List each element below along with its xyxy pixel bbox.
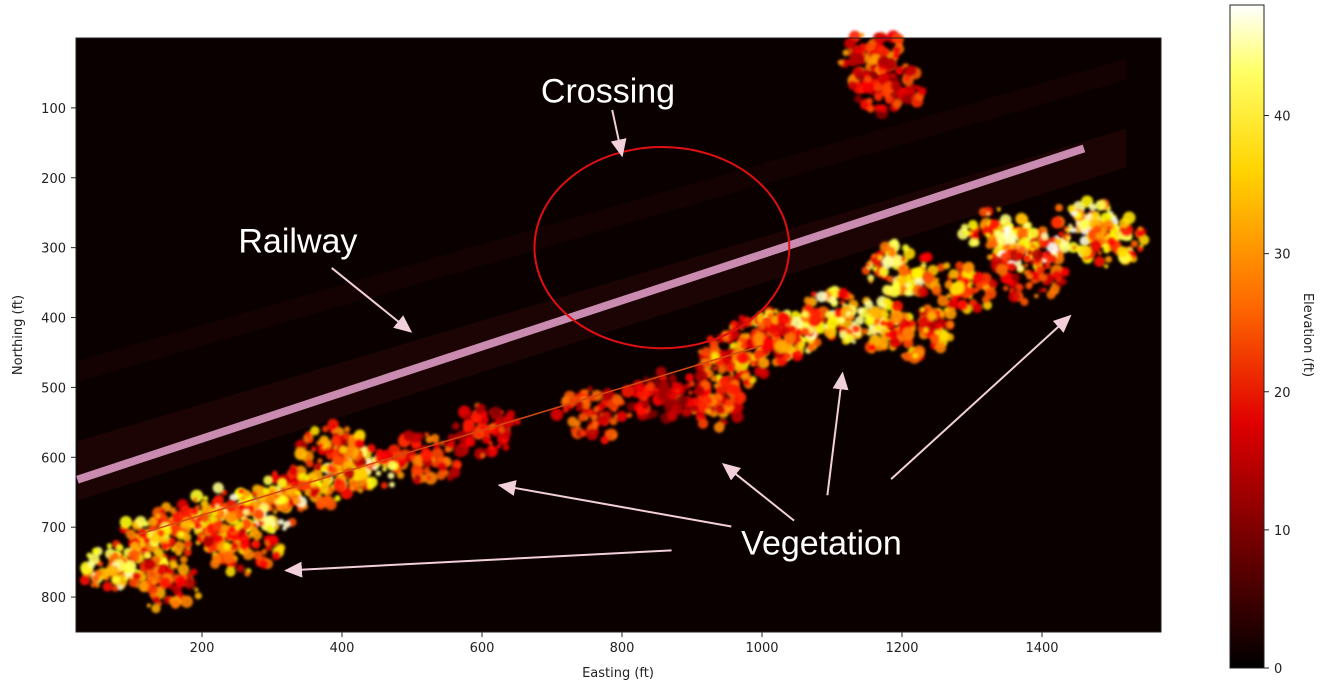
colorbar-label: Elevation (ft) <box>1300 293 1315 377</box>
vegetation-cluster <box>202 518 286 577</box>
colorbar-tick-label: 30 <box>1274 248 1291 263</box>
annotation-arrow <box>890 314 1072 480</box>
colorbar: 0 10 20 30 40 Elevation (ft) <box>1229 4 1315 677</box>
y-tick-label: 800 <box>41 591 66 606</box>
overlay-layer: Crossing Railway Vegetation <box>76 72 1086 578</box>
vegetation-cluster <box>848 56 927 120</box>
x-tick-label: 1200 <box>885 641 918 656</box>
x-axis: 200 400 600 800 1000 1200 1400 <box>190 632 1059 656</box>
annotation-arrow <box>721 463 795 522</box>
y-tick-label: 600 <box>41 451 66 466</box>
colorbar-tick-label: 0 <box>1274 662 1282 677</box>
annotation-label: Railway <box>238 223 357 261</box>
vegetation-cluster <box>917 261 997 320</box>
crossing-circle <box>533 146 791 350</box>
annotation-arrow <box>497 480 732 528</box>
y-tick-label: 400 <box>41 312 66 327</box>
vegetation-cluster <box>721 311 798 369</box>
annotation-arrow <box>826 371 849 496</box>
vegetation-cluster <box>1075 211 1150 269</box>
railway-line <box>76 144 1086 484</box>
annotation-label: Crossing <box>541 72 675 110</box>
annotation-label: Vegetation <box>741 525 902 563</box>
x-tick-label: 800 <box>610 641 635 656</box>
vegetation-cluster <box>988 245 1070 306</box>
annotation-arrow <box>610 109 627 158</box>
vegetation-cluster <box>878 304 955 364</box>
x-tick-label: 200 <box>190 641 215 656</box>
vegetation-cluster <box>388 430 466 485</box>
vegetation-cluster <box>112 515 184 573</box>
vegetation-cluster <box>294 418 366 479</box>
x-tick-label: 400 <box>330 641 355 656</box>
annotation-arrow <box>331 267 413 333</box>
plot-frame <box>75 37 1162 633</box>
y-axis-label: Northing (ft) <box>11 295 26 375</box>
vegetation-cluster <box>79 541 154 592</box>
colorbar-tick-label: 20 <box>1274 386 1291 401</box>
y-tick-label: 300 <box>41 242 66 257</box>
fence-line <box>138 344 763 535</box>
y-tick-label: 500 <box>41 381 66 396</box>
background-strip <box>77 58 1126 382</box>
colorbar-tick-label: 40 <box>1274 110 1291 125</box>
colorbar-ticks: 0 10 20 30 40 <box>1264 110 1291 677</box>
annotation-arrow <box>284 549 672 578</box>
vegetation-cluster <box>550 385 633 445</box>
y-tick-label: 700 <box>41 521 66 536</box>
x-axis-label: Easting (ft) <box>582 666 654 681</box>
y-axis: 100 200 300 400 500 600 700 800 <box>41 102 76 606</box>
y-tick-label: 100 <box>41 102 66 117</box>
vegetation-cluster <box>128 555 202 614</box>
y-tick-label: 200 <box>41 172 66 187</box>
colorbar-tick-label: 10 <box>1274 524 1291 539</box>
x-tick-label: 1000 <box>745 641 778 656</box>
x-tick-label: 1400 <box>1025 641 1058 656</box>
colorbar-gradient <box>1229 4 1265 669</box>
x-tick-label: 600 <box>470 641 495 656</box>
